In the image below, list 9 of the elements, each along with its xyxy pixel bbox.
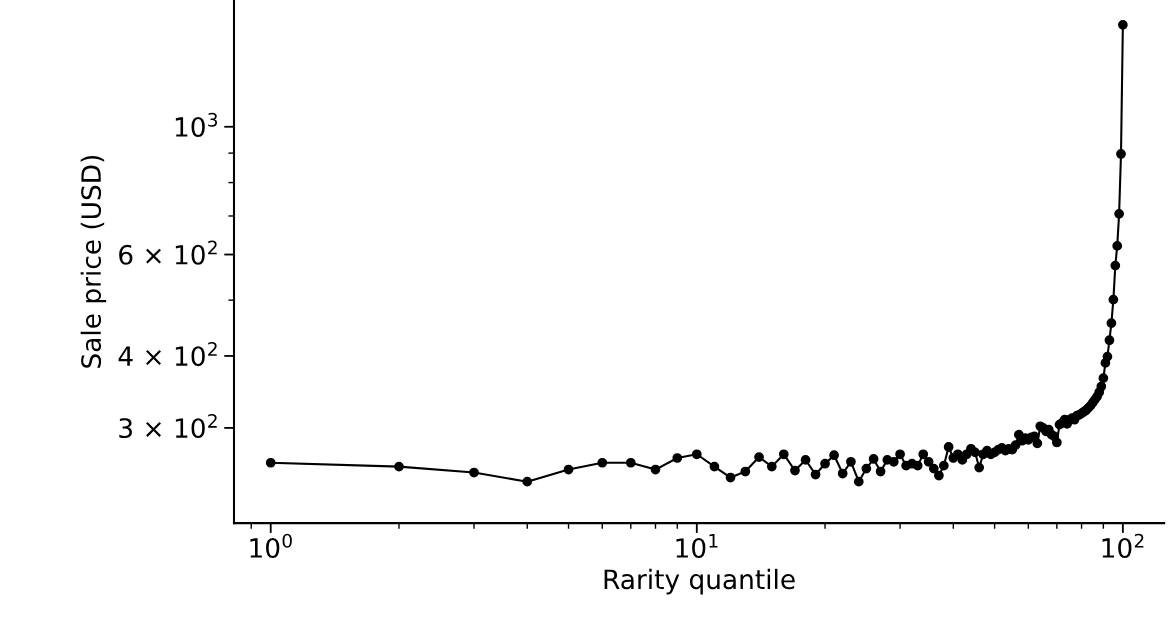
x-tick-label: 10$^{0}$ [250, 533, 292, 558]
x-axis-title: Rarity quantile [604, 568, 795, 595]
y-tick-label: 4 × 10$^{2}$ [118, 341, 217, 367]
y-axis-title: Sale price (USD) [80, 155, 107, 368]
y-tick-label: 3 × 10$^{2}$ [119, 413, 217, 439]
x-tick-label: 10$^{2}$ [1102, 533, 1144, 558]
y-tick-label: 10$^{3}$ [175, 112, 218, 137]
x-tick-label: 10$^{1}$ [676, 534, 718, 558]
y-tick-label: 6 × 10$^{2}$ [119, 240, 217, 265]
